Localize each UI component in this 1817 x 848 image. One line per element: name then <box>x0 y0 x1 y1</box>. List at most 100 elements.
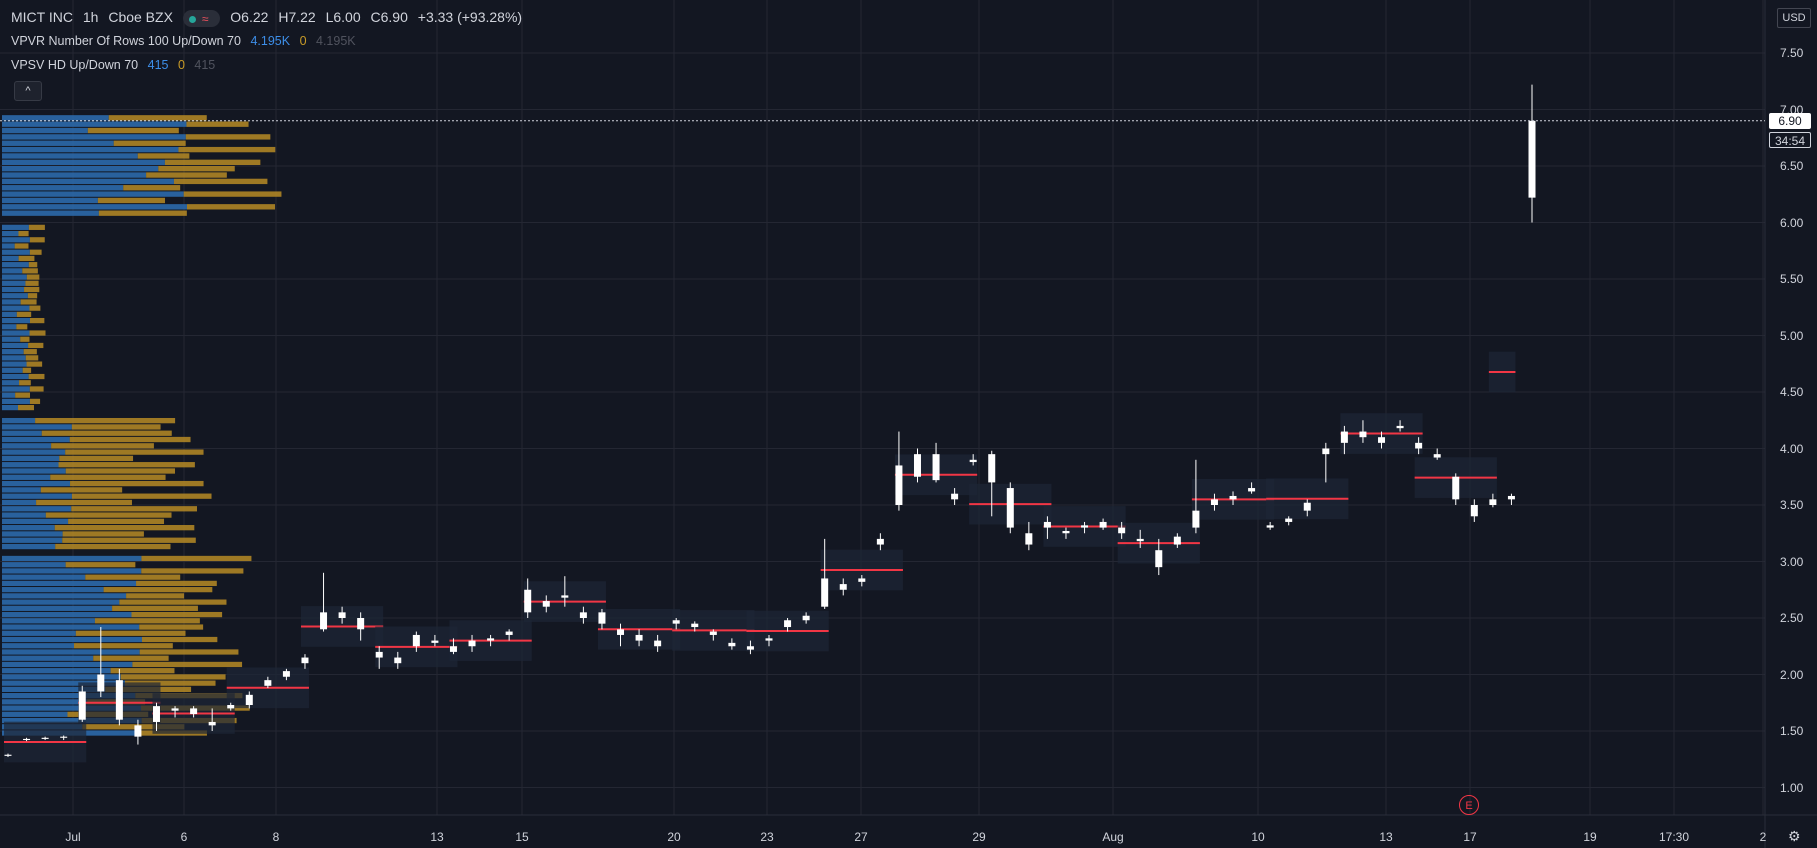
volume-bar-down <box>186 204 276 210</box>
volume-bar-up <box>2 580 137 587</box>
candle-body <box>579 612 587 618</box>
volume-bar-down <box>50 474 166 480</box>
candle-body <box>78 691 86 720</box>
indicator-value-down: 0 <box>177 58 185 72</box>
price-tick-label: 3.00 <box>1780 554 1804 569</box>
volume-bar-down <box>85 574 181 580</box>
candle-body <box>1396 425 1404 429</box>
volume-bar-up <box>2 361 27 367</box>
price-tick-label: 2.00 <box>1780 667 1804 682</box>
indicator-value-up: 415 <box>147 58 169 72</box>
volume-bar-up <box>2 443 52 449</box>
volume-bar-down <box>120 674 226 680</box>
candle-body <box>505 631 513 635</box>
interval-label[interactable]: 1h <box>82 9 99 25</box>
candle-body <box>1378 437 1386 443</box>
volume-bar-down <box>141 568 244 574</box>
time-tick-label: 17:30 <box>1658 830 1690 844</box>
volume-bar-up <box>2 210 99 216</box>
volume-bar-down <box>71 424 161 430</box>
volume-bar-up <box>2 661 133 668</box>
candle-body <box>913 454 921 477</box>
time-tick-label: 13 <box>1379 830 1393 844</box>
volume-bar-up <box>2 121 187 127</box>
volume-bar-up <box>2 367 23 373</box>
earnings-marker[interactable]: E <box>1459 795 1479 815</box>
gear-icon[interactable]: ⚙ <box>1788 828 1801 844</box>
volume-bar-down <box>24 286 40 293</box>
collapse-legend-button[interactable]: ^ <box>14 81 42 101</box>
close-value: C6.90 <box>370 9 408 25</box>
volume-bar-up <box>2 286 25 293</box>
volume-bar-down <box>29 237 45 243</box>
volume-bar-down <box>65 449 204 455</box>
volume-bar-up <box>2 197 98 204</box>
volume-bar-up <box>2 153 138 159</box>
volume-bar-down <box>16 311 32 317</box>
volume-bar-up <box>2 574 86 580</box>
volume-bar-down <box>136 580 217 587</box>
price-tick-label: 2.50 <box>1780 611 1804 625</box>
volume-bar-up <box>2 568 142 574</box>
volume-bar-down <box>68 518 165 525</box>
candle-body <box>320 612 328 630</box>
volume-bar-down <box>185 134 271 140</box>
candle-body <box>115 680 123 720</box>
candle-body <box>449 646 457 652</box>
volume-bar-down <box>69 436 191 443</box>
candle-body <box>1043 521 1051 528</box>
volume-bar-up <box>2 178 174 185</box>
volume-bar-up <box>2 618 95 624</box>
volume-bar-down <box>97 197 165 204</box>
symbol-name[interactable]: MICT INC <box>11 9 73 25</box>
indicator-name: VPVR Number Of Rows 100 Up/Down 70 <box>11 34 241 48</box>
candle-body <box>598 612 606 624</box>
last-price-label: 6.90 <box>1769 112 1811 129</box>
volume-bar-down <box>74 643 173 649</box>
status-pill[interactable]: ≈ <box>182 9 221 27</box>
volume-bar-up <box>2 686 106 693</box>
volume-bar-down <box>28 373 45 380</box>
candle-body <box>1303 502 1311 511</box>
candle-body <box>1340 431 1348 443</box>
candle-body <box>709 631 717 635</box>
indicator-vpvr[interactable]: VPVR Number Of Rows 100 Up/Down 70 4.195… <box>11 33 362 49</box>
candle-body <box>227 705 235 709</box>
indicator-vpsv[interactable]: VPSV HD Up/Down 70 415 0 415 <box>11 57 221 73</box>
candle-body <box>1528 120 1536 198</box>
volume-bar-down <box>20 336 30 342</box>
time-tick-label: 17 <box>1463 830 1477 844</box>
volume-bar-down <box>108 115 207 121</box>
volume-bar-down <box>71 493 212 499</box>
volume-bar-down <box>139 624 204 630</box>
candle-body <box>190 708 198 715</box>
time-tick-label: Jul <box>65 830 81 844</box>
market-open-dot-icon <box>188 15 196 23</box>
volume-bar-down <box>54 525 195 531</box>
volume-bar-up <box>2 280 26 286</box>
time-tick-label: 23 <box>760 830 774 844</box>
currency-button[interactable]: USD <box>1777 8 1811 28</box>
candle-body <box>802 615 810 621</box>
price-tick-label: 4.00 <box>1780 441 1804 456</box>
volume-bar-up <box>2 349 24 355</box>
volume-bar-down <box>18 230 29 237</box>
volume-bar-up <box>2 525 55 531</box>
volume-bar-up <box>2 386 30 392</box>
candle-body <box>1470 505 1478 517</box>
volume-bar-up <box>2 562 66 568</box>
volume-bar-up <box>2 531 63 537</box>
volume-bar-up <box>2 299 21 305</box>
volume-bar-down <box>59 455 134 462</box>
volume-bar-up <box>2 355 26 361</box>
candle-body <box>171 708 179 711</box>
candle-body <box>1285 518 1293 522</box>
volume-bar-down <box>123 185 181 191</box>
volume-bar-down <box>65 562 136 568</box>
volume-bar-up <box>2 249 30 255</box>
volume-bar-up <box>2 324 17 330</box>
candle-body <box>208 721 216 726</box>
volume-bar-down <box>75 630 186 636</box>
